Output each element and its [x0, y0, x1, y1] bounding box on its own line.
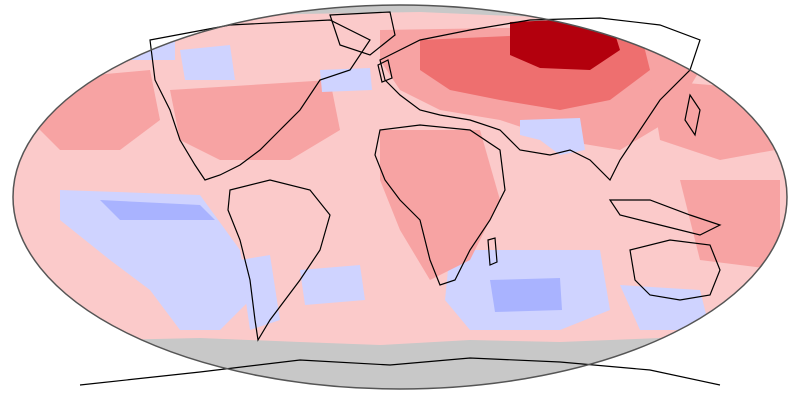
canada-cool-3 — [320, 68, 372, 92]
africa-outline — [374, 124, 506, 286]
japan-outline — [684, 93, 701, 137]
australia-outline — [629, 239, 721, 301]
north-america-warm — [170, 80, 340, 160]
central-pacific-warm — [680, 180, 780, 270]
south-america-outline — [227, 179, 331, 342]
globe-outline — [12, 4, 788, 390]
antarctica-no-data — [13, 338, 787, 389]
uk-outline — [377, 59, 393, 83]
indian-ocean-blue — [490, 278, 562, 312]
south-pacific-cool — [60, 190, 250, 330]
greenland-outline — [329, 11, 396, 56]
himalaya-cool — [520, 118, 585, 155]
continent-outlines — [79, 11, 722, 386]
antarctica-outline — [79, 357, 721, 386]
australia-south-cool — [620, 285, 710, 330]
south-america-cool — [240, 255, 280, 330]
south-atlantic-cool — [300, 265, 365, 305]
madagascar-outline — [487, 237, 498, 266]
south-pacific-blue — [100, 200, 215, 220]
africa-warm — [380, 130, 500, 280]
north-america-outline — [149, 19, 371, 181]
canada-cool-2 — [180, 45, 235, 80]
eurasia-outline — [379, 17, 701, 182]
sea-islands-outline — [608, 199, 722, 236]
